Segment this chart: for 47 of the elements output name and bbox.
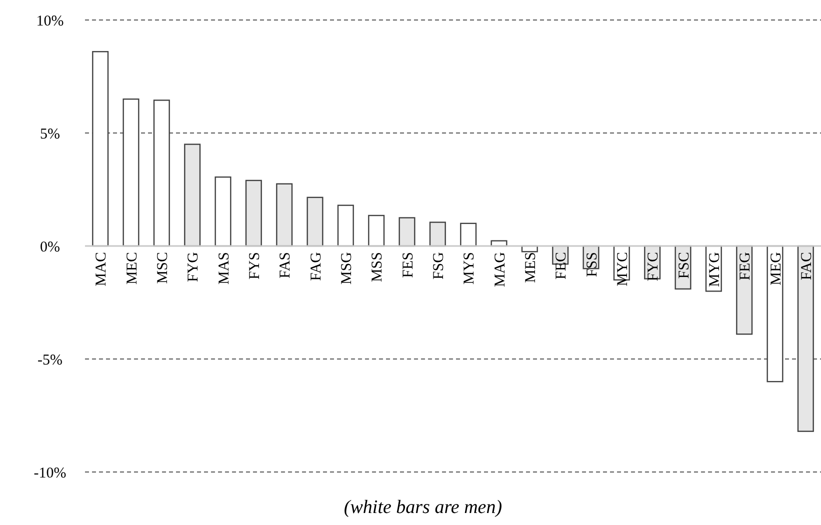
x-tick-label: MAG: [492, 252, 508, 288]
x-tick-label: MSS: [370, 252, 386, 282]
x-tick-label: FAC: [798, 252, 815, 280]
x-tick-label: FES: [400, 252, 416, 278]
bar: [337, 204, 354, 247]
bar: [460, 222, 477, 247]
bar: [184, 144, 201, 247]
bar: [214, 176, 232, 247]
bar: [368, 214, 385, 247]
y-tick-label: 5%: [40, 126, 60, 142]
bar: [766, 245, 784, 382]
x-tick-label: MAS: [216, 252, 232, 285]
text: (white bars are men): [344, 497, 502, 518]
x-tick-label: MYC: [614, 252, 631, 286]
y-tick-label: 10%: [36, 13, 64, 30]
bar: [306, 196, 324, 247]
y-tick-label: 0%: [40, 239, 60, 256]
bar: [92, 51, 109, 247]
bar: [398, 217, 416, 247]
x-tick-label: FYG: [186, 252, 202, 282]
bar: [429, 222, 446, 247]
x-tick-label: FSS: [584, 252, 600, 278]
bar: [490, 240, 508, 247]
x-tick-label: FAS: [278, 252, 294, 278]
y-tick-label: -10%: [34, 465, 66, 482]
x-tick-label: FAG: [308, 252, 324, 281]
x-tick-label: FYS: [246, 252, 263, 280]
x-tick-label: FSC: [676, 252, 692, 279]
x-tick-label: FEG: [738, 252, 754, 280]
bar: [122, 98, 140, 247]
x-tick-label: MEC: [124, 252, 140, 285]
bar: [797, 245, 814, 432]
x-tick-label: MES: [522, 252, 539, 283]
x-tick-label: MSG: [338, 252, 355, 285]
x-tick-label: MYS: [462, 252, 478, 285]
x-tick-label: FYC: [646, 252, 662, 282]
bar: [276, 183, 293, 247]
x-tick-label: MSC: [154, 252, 171, 284]
y-tick-label: -5%: [38, 352, 62, 368]
bar: [245, 180, 262, 247]
x-tick-label: MEG: [768, 252, 784, 286]
bar: [153, 100, 170, 247]
x-tick-label: MAC: [94, 252, 110, 286]
x-tick-label: MYG: [706, 252, 723, 288]
bar: [736, 245, 753, 335]
x-tick-label: FSG: [430, 252, 447, 280]
x-tick-label: FEC: [554, 252, 570, 280]
